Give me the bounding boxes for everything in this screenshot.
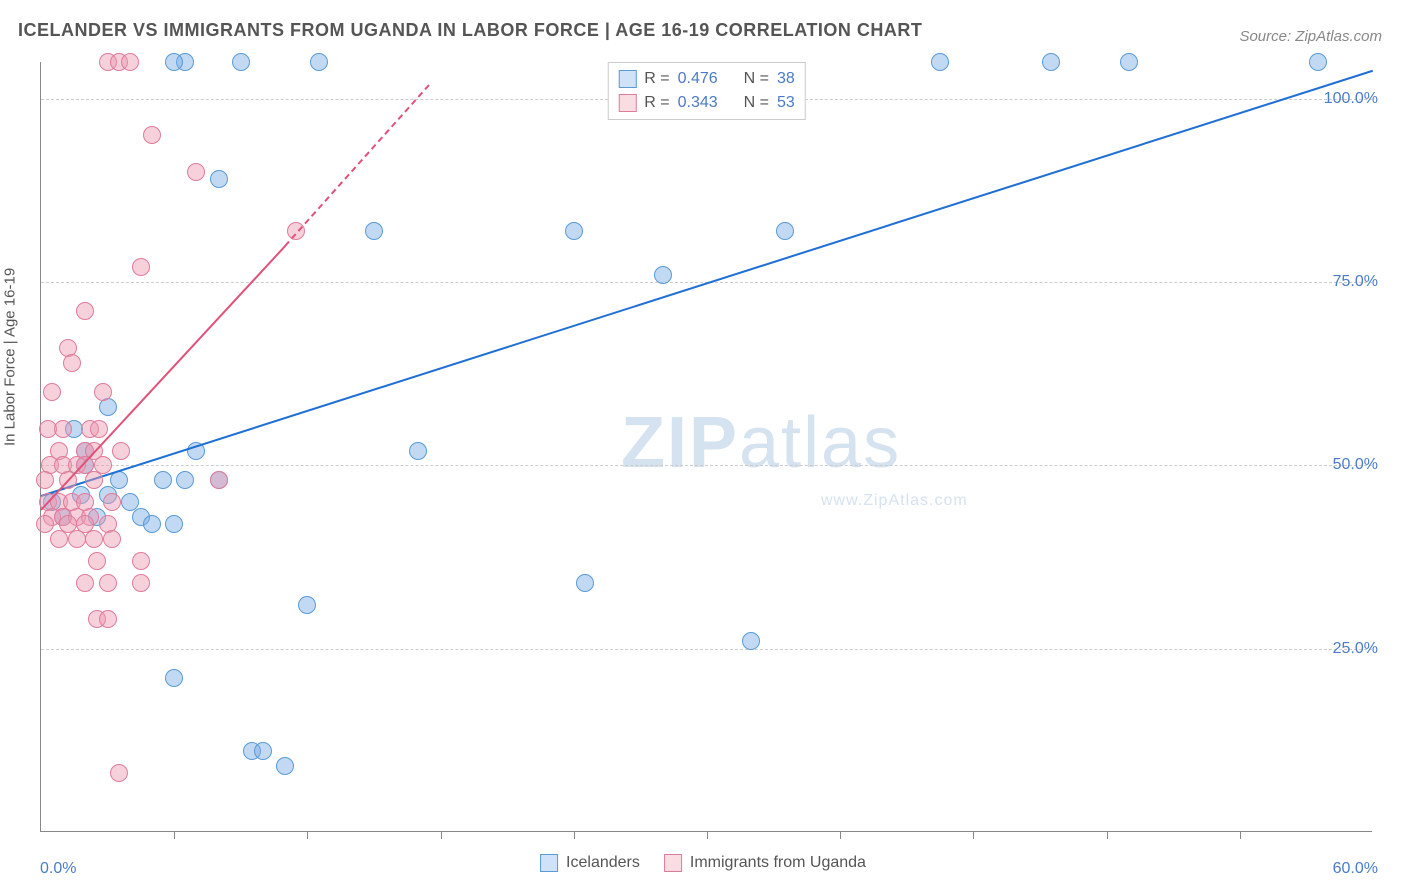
- legend-series: Icelanders Immigrants from Uganda: [540, 854, 866, 872]
- gridline-h: [41, 649, 1372, 650]
- x-tick: [707, 831, 708, 839]
- data-point: [76, 574, 94, 592]
- data-point: [88, 552, 106, 570]
- y-tick-label: 25.0%: [1333, 640, 1378, 658]
- data-point: [103, 493, 121, 511]
- data-point: [565, 222, 583, 240]
- data-point: [112, 442, 130, 460]
- x-tick-min: 0.0%: [40, 860, 76, 878]
- x-tick: [973, 831, 974, 839]
- watermark-text: ZIPatlas: [621, 402, 901, 484]
- x-tick: [1107, 831, 1108, 839]
- data-point: [132, 552, 150, 570]
- data-point: [132, 574, 150, 592]
- data-point: [210, 170, 228, 188]
- legend-swatch-icelanders: [540, 854, 558, 872]
- data-point: [409, 442, 427, 460]
- chart-title: ICELANDER VS IMMIGRANTS FROM UGANDA IN L…: [18, 20, 922, 41]
- data-point: [43, 383, 61, 401]
- data-point: [931, 53, 949, 71]
- data-point: [36, 515, 54, 533]
- scatter-chart: ICELANDER VS IMMIGRANTS FROM UGANDA IN L…: [0, 0, 1406, 892]
- data-point: [143, 126, 161, 144]
- data-point: [298, 596, 316, 614]
- r-value-uganda: 0.343: [678, 91, 728, 115]
- data-point: [232, 53, 250, 71]
- data-point: [187, 163, 205, 181]
- y-tick-label: 50.0%: [1333, 456, 1378, 474]
- x-tick: [174, 831, 175, 839]
- data-point: [154, 471, 172, 489]
- legend-item-icelanders: Icelanders: [540, 854, 640, 872]
- y-tick-label: 100.0%: [1324, 90, 1378, 108]
- x-tick-max: 60.0%: [1333, 860, 1378, 878]
- x-tick: [840, 831, 841, 839]
- y-axis-title: In Labor Force | Age 16-19: [2, 268, 19, 446]
- data-point: [210, 471, 228, 489]
- legend-correlation: R = 0.476 N = 38 R = 0.343 N = 53: [607, 62, 805, 120]
- data-point: [121, 53, 139, 71]
- trend-line: [284, 84, 430, 247]
- data-point: [276, 757, 294, 775]
- n-value-uganda: 53: [777, 91, 795, 115]
- r-label: R =: [644, 67, 669, 91]
- data-point: [310, 53, 328, 71]
- x-tick: [307, 831, 308, 839]
- data-point: [85, 471, 103, 489]
- data-point: [654, 266, 672, 284]
- plot-area: R = 0.476 N = 38 R = 0.343 N = 53 ZIPatl…: [40, 62, 1372, 832]
- x-tick: [441, 831, 442, 839]
- data-point: [165, 669, 183, 687]
- data-point: [63, 354, 81, 372]
- data-point: [110, 764, 128, 782]
- x-tick: [1240, 831, 1241, 839]
- data-point: [776, 222, 794, 240]
- data-point: [68, 530, 86, 548]
- data-point: [176, 471, 194, 489]
- data-point: [576, 574, 594, 592]
- data-point: [165, 53, 183, 71]
- data-point: [99, 574, 117, 592]
- source-label: Source: ZipAtlas.com: [1239, 28, 1382, 45]
- data-point: [99, 610, 117, 628]
- data-point: [742, 632, 760, 650]
- legend-swatch-uganda: [664, 854, 682, 872]
- data-point: [1120, 53, 1138, 71]
- data-point: [143, 515, 161, 533]
- data-point: [94, 383, 112, 401]
- legend-label-uganda: Immigrants from Uganda: [690, 854, 866, 872]
- legend-label-icelanders: Icelanders: [566, 854, 640, 872]
- legend-swatch-icelanders: [618, 70, 636, 88]
- data-point: [1042, 53, 1060, 71]
- data-point: [36, 471, 54, 489]
- data-point: [1309, 53, 1327, 71]
- data-point: [132, 258, 150, 276]
- data-point: [50, 530, 68, 548]
- data-point: [54, 420, 72, 438]
- data-point: [85, 530, 103, 548]
- data-point: [90, 420, 108, 438]
- n-label: N =: [744, 91, 769, 115]
- r-label: R =: [644, 91, 669, 115]
- r-value-icelanders: 0.476: [678, 67, 728, 91]
- legend-row-icelanders: R = 0.476 N = 38: [618, 67, 794, 91]
- data-point: [365, 222, 383, 240]
- watermark-link: www.ZipAtlas.com: [821, 492, 968, 510]
- x-tick: [574, 831, 575, 839]
- legend-row-uganda: R = 0.343 N = 53: [618, 91, 794, 115]
- y-tick-label: 75.0%: [1333, 273, 1378, 291]
- data-point: [165, 515, 183, 533]
- data-point: [254, 742, 272, 760]
- legend-swatch-uganda: [618, 94, 636, 112]
- data-point: [76, 302, 94, 320]
- n-value-icelanders: 38: [777, 67, 795, 91]
- legend-item-uganda: Immigrants from Uganda: [664, 854, 866, 872]
- gridline-h: [41, 465, 1372, 466]
- n-label: N =: [744, 67, 769, 91]
- data-point: [103, 530, 121, 548]
